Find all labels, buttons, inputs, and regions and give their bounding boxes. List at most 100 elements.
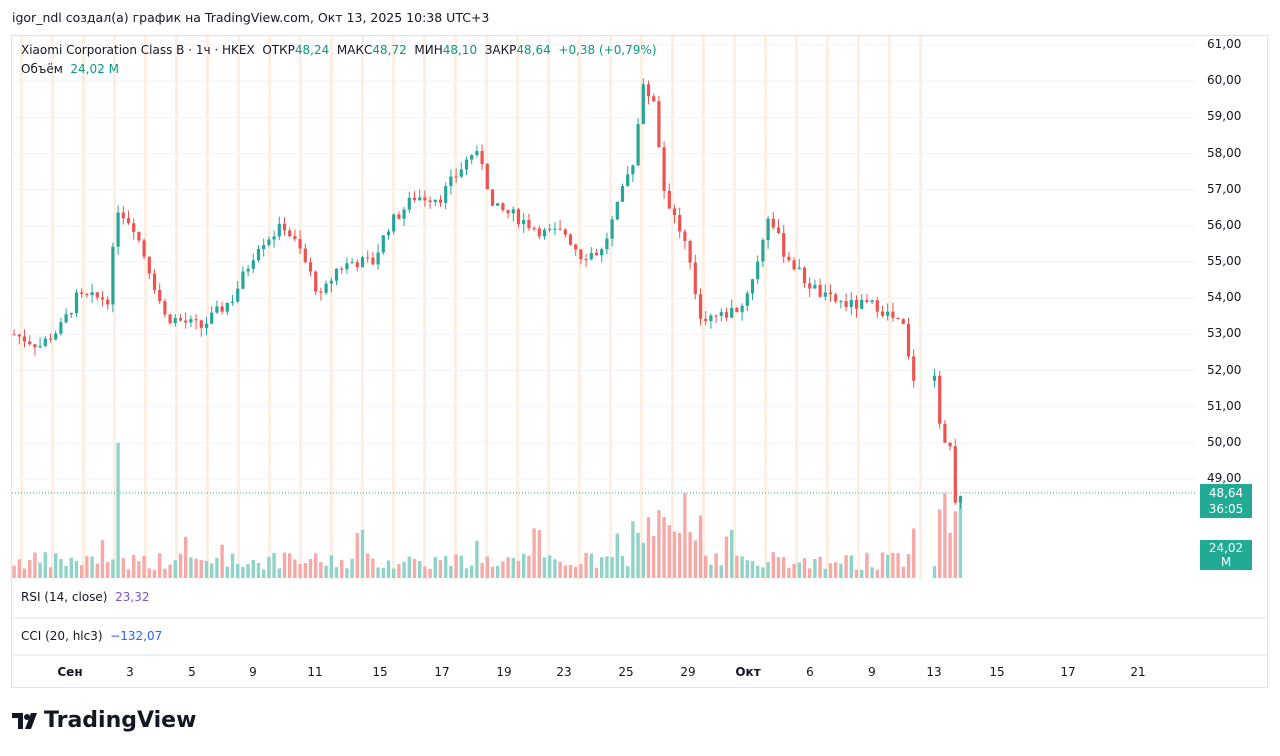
candle-body (610, 219, 614, 239)
volume-bar (350, 558, 354, 578)
volume-bar (220, 544, 224, 578)
candle-body (324, 283, 328, 293)
session-break (423, 36, 426, 580)
high-value: 48,72 (372, 43, 407, 57)
volume-tag: 24,02 M (1200, 540, 1252, 570)
volume-bar (210, 563, 214, 578)
volume-bar (646, 517, 651, 578)
volume-bar (870, 567, 874, 578)
volume-bar (33, 552, 37, 578)
volume-bar (204, 560, 209, 578)
volume-bar (724, 536, 729, 578)
volume-bar (501, 561, 505, 578)
candle-body (511, 209, 515, 214)
volume-bar (761, 567, 765, 578)
price-axis-label: 49,00 (1207, 471, 1242, 486)
volume-bar (891, 552, 895, 578)
candle-body (132, 223, 136, 232)
price-axis-label: 52,00 (1207, 362, 1242, 377)
volume-bar (355, 532, 359, 578)
candle-body (527, 219, 531, 229)
cci-legend[interactable]: CCI (20, hlc3) −132,07 (21, 629, 162, 643)
volume-bar (407, 556, 411, 578)
volume-bar (371, 558, 375, 578)
candle-body (22, 336, 27, 342)
candle-body (912, 356, 916, 381)
candle-body (95, 292, 99, 298)
session-break (857, 36, 860, 580)
rsi-label: RSI (14, close) (21, 590, 108, 604)
candle-body (735, 307, 739, 313)
chart-frame (11, 35, 1268, 688)
volume-bar (95, 563, 99, 578)
volume-bar (158, 553, 162, 578)
time-axis-label: 9 (249, 665, 257, 679)
low-label: МИН (414, 43, 443, 57)
candle-body (818, 284, 822, 297)
candle-body (334, 268, 339, 281)
session-break (113, 36, 116, 580)
candle-body (69, 313, 73, 315)
candle-body (189, 319, 193, 323)
candle-body (48, 338, 53, 340)
time-axis-label: 25 (618, 665, 634, 679)
candle-body (225, 302, 229, 312)
candle-body (246, 268, 250, 272)
price-axis-label: 55,00 (1207, 254, 1242, 269)
volume-bar (714, 553, 718, 578)
candle-body (215, 306, 219, 313)
candle-body (386, 231, 391, 236)
candle-body (402, 209, 406, 219)
candle-body (490, 189, 495, 206)
volume-bar (241, 567, 245, 578)
volume-bar (267, 556, 271, 578)
volume-bar (12, 565, 16, 578)
candle-body (17, 334, 21, 337)
volume-bar (594, 567, 599, 578)
candle-body (241, 271, 245, 289)
volume-bar (579, 564, 583, 578)
candle-body (178, 318, 183, 321)
volume-bar (215, 557, 219, 578)
volume-bar (932, 566, 937, 578)
rsi-legend[interactable]: RSI (14, close) 23,32 (21, 590, 149, 604)
tradingview-logo[interactable]: TradingView (12, 708, 196, 733)
candle-body (459, 169, 463, 177)
symbol-title[interactable]: Xiaomi Corporation Class B · 1ч · HKEX (21, 43, 255, 57)
volume-bar (667, 525, 671, 578)
open-label: ОТКР (262, 43, 295, 57)
volume-bar (256, 562, 261, 578)
candle-body (418, 197, 422, 201)
candle-body (698, 294, 703, 319)
candle-body (792, 260, 796, 270)
low-value: 48,10 (442, 43, 478, 57)
volume-bar (69, 557, 73, 578)
candle-body (704, 318, 708, 321)
volume-bar (277, 568, 281, 578)
volume-bar (428, 568, 432, 578)
volume-bar (943, 493, 947, 578)
candle-body (485, 164, 489, 190)
time-axis-label: 11 (307, 665, 323, 679)
candle-body (100, 297, 105, 300)
volume-bar (449, 565, 453, 578)
volume-bar (288, 553, 292, 578)
candle-body (204, 323, 209, 328)
candle-body (355, 262, 359, 268)
volume-bar (839, 563, 843, 578)
volume-bar (506, 557, 510, 578)
candle-body (376, 252, 380, 265)
volume-bar (854, 569, 859, 578)
candle-body (516, 209, 521, 225)
volume-bar (719, 565, 723, 578)
candle-body (371, 257, 375, 265)
candle-body (683, 231, 687, 242)
candle-body (121, 212, 125, 219)
candle-body (54, 333, 58, 340)
candle-body (496, 203, 500, 206)
candle-body (953, 446, 957, 503)
volume-bar (319, 562, 323, 578)
candle-body (397, 214, 401, 219)
volume-bar (584, 552, 588, 578)
